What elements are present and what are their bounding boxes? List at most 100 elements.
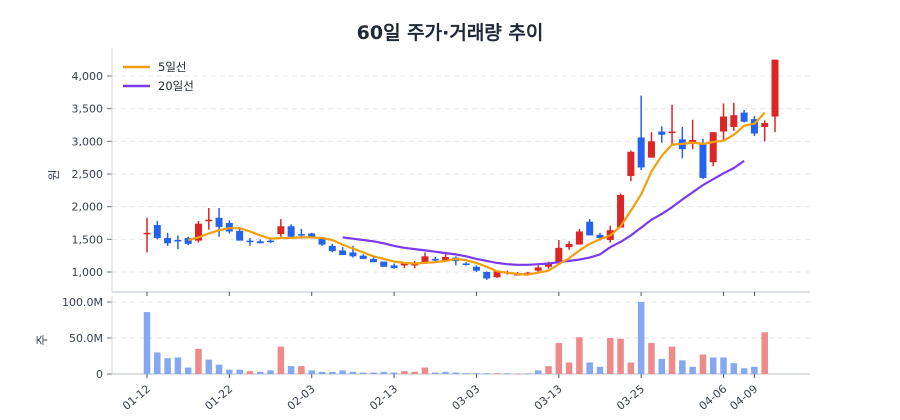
candlestick [174,235,182,250]
volume-bar [174,357,182,374]
candlestick [236,228,244,241]
candlestick [246,238,254,246]
candlestick [647,132,655,158]
volume-bar [637,302,645,374]
candlestick [689,119,697,150]
candlestick [153,221,161,240]
candlestick [215,207,223,237]
candlestick [472,265,480,272]
candlestick [637,95,645,171]
price-axis-title: 원 [47,169,61,180]
volume-bar [473,373,480,374]
candlestick [720,103,728,141]
candlestick [205,207,213,230]
legend-label: 20일선 [158,79,194,93]
volume-bar [215,364,223,374]
candlestick [225,220,233,234]
legend-item: 20일선 [123,79,194,93]
candlestick [184,236,192,246]
volume-bar [452,372,460,374]
ma5-line [187,111,766,276]
volume-bar [226,369,233,374]
volume-bar [411,371,418,374]
candlestick [761,120,769,142]
candlestick [575,228,583,245]
date-tick-label: 04-09 [727,382,760,413]
volume-bar [524,373,532,375]
volume-bar [740,368,748,374]
volume-bar [586,362,593,374]
volume-bar [761,332,768,374]
candlestick [318,238,326,246]
volume-bar [689,366,696,374]
candlestick [462,262,470,266]
candlestick [668,104,676,144]
candlestick [194,221,202,243]
volume-bar [607,338,614,374]
price-tick-label: 4,000 [72,70,104,83]
volume-bar [184,367,192,374]
volume-bar [349,371,357,374]
volume-bar [380,371,388,374]
date-tick-label: 03-03 [450,382,483,413]
volume-tick-label: 0 [96,368,103,381]
volume-bar [401,371,408,374]
volume-bar [751,366,758,374]
volume-bar [658,358,666,374]
volume-bar [699,354,707,374]
volume-bar [370,372,377,374]
date-tick-label: 01-22 [202,382,235,413]
date-tick-label: 02-13 [367,382,400,413]
candlestick [534,265,542,272]
volume-bar [576,337,583,374]
volume-bar [267,370,274,374]
candlestick [627,150,635,182]
candlestick [359,254,367,259]
volume-bar [514,373,521,375]
candlestick [287,224,295,239]
candlestick [390,263,398,269]
chart-title: 60일 주가·거래량 추이 [356,22,544,44]
candlestick [750,115,758,137]
volume-bar [359,372,367,374]
volume-bar [493,373,501,374]
price-tick-label: 3,000 [72,135,104,148]
candlestick [555,239,563,265]
volume-bar [421,367,429,374]
candlestick [143,217,151,253]
volume-bar [329,371,336,374]
volume-bar [154,352,161,374]
volume-bar [246,371,254,374]
price-tick-label: 1,000 [72,266,104,279]
volume-bar [339,370,346,374]
candlestick [369,256,377,263]
volume-bar [236,369,243,374]
volume-bar [287,366,295,374]
candlestick [565,241,573,250]
volume-bar [256,371,264,374]
candlestick [328,243,336,253]
candlestick [771,59,779,133]
price-tick-label: 3,500 [72,103,104,116]
candlestick [339,247,347,256]
volume-bar [277,346,285,374]
candlestick [452,256,460,266]
candlestick [277,219,285,237]
date-tick-label: 04-06 [697,382,730,413]
volume-bar [555,343,563,374]
volume-bar [483,373,490,374]
date-tick-label: 03-25 [614,382,647,413]
candlestick [256,239,264,244]
volume-bar [195,348,202,374]
candlestick [709,132,717,167]
candlestick [658,126,666,143]
price-tick-label: 2,500 [72,168,104,181]
volume-bar [143,312,151,374]
price-tick-label: 1,500 [72,233,104,246]
candlestick [421,252,429,263]
volume-bar [504,373,511,374]
date-tick-label: 02-03 [285,382,318,413]
volume-bar [720,357,727,374]
volume-bar [205,359,213,374]
